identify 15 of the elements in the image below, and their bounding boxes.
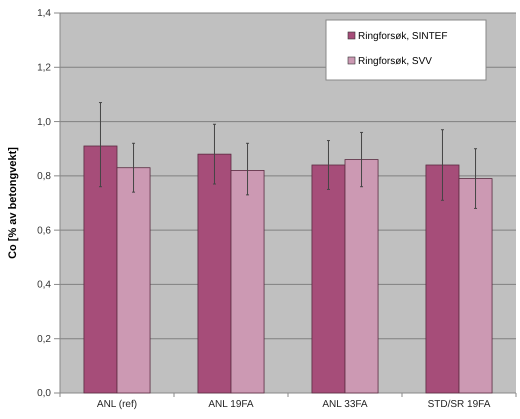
y-tick-label: 0,2 bbox=[37, 334, 52, 345]
y-tick-label: 1,0 bbox=[37, 116, 52, 128]
y-axis-title: Co [% av betongvekt] bbox=[7, 146, 19, 259]
y-tick-label: 1,4 bbox=[37, 8, 52, 20]
legend-label: Ringforsøk, SVV bbox=[358, 56, 432, 67]
x-tick-label: STD/SR 19FA bbox=[428, 399, 491, 410]
y-tick-label: 0,6 bbox=[37, 225, 52, 236]
y-tick-label: 0,0 bbox=[37, 388, 52, 400]
x-tick-label: ANL (ref) bbox=[96, 399, 138, 410]
legend-label: Ringforsøk, SINTEF bbox=[358, 31, 448, 42]
y-tick-label: 1,2 bbox=[37, 62, 52, 74]
x-tick-label: ANL 33FA bbox=[322, 399, 368, 410]
y-tick-label: 0,8 bbox=[37, 171, 52, 182]
x-tick-label: ANL 19FA bbox=[208, 399, 254, 410]
y-tick-label: 0,4 bbox=[37, 280, 52, 291]
